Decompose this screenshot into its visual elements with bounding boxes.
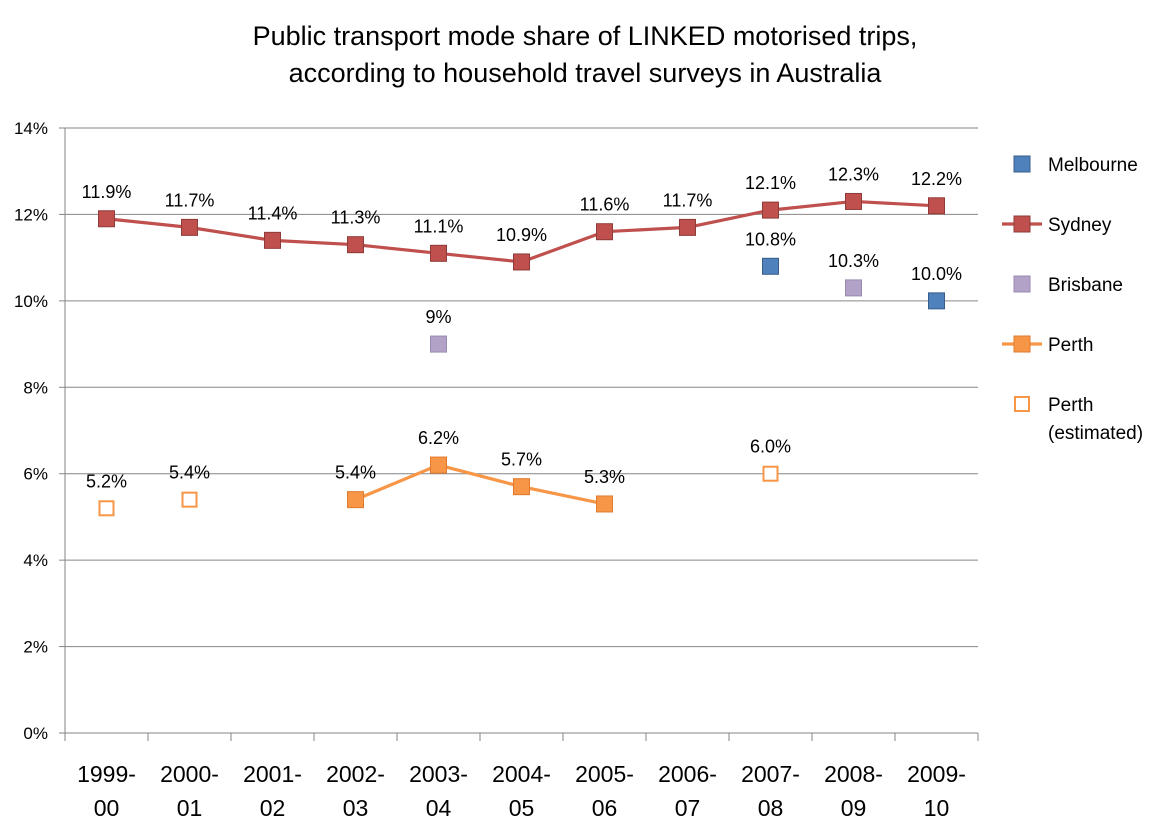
x-tick-label: 2005- [575, 761, 634, 787]
brisbane-data-label: 10.3% [828, 251, 879, 271]
legend-perth-marker [1013, 335, 1031, 353]
legend-brisbane-label: Brisbane [1048, 275, 1123, 296]
x-tick-label: 2007- [741, 761, 800, 787]
perth-estimated-point [98, 500, 115, 517]
chart-title-line-1: Public transport mode share of LINKED mo… [252, 21, 918, 51]
melbourne-data-label: 10.0% [911, 264, 962, 284]
x-tick-label: 02 [260, 795, 286, 821]
perth-point [347, 491, 364, 509]
perth-estimated-data-label: 6.0% [750, 437, 791, 457]
sydney-point [181, 218, 198, 236]
sydney-data-label: 12.2% [911, 169, 962, 189]
sydney-point [762, 201, 779, 219]
perth-point [430, 456, 447, 474]
x-tick-label: 2003- [409, 761, 468, 787]
perth-estimated-point [762, 465, 779, 482]
legend-perth-estimated-label: (estimated) [1048, 423, 1143, 444]
legend-perth-estimated-label: Perth [1048, 395, 1093, 416]
sydney-data-label: 11.7% [165, 190, 215, 210]
axes: 0% 2% 4% 6% 8% 10% 12% 14% 1999- 00 2000- 01 2001- 02… [14, 119, 979, 821]
sydney-data-label: 11.9% [82, 182, 132, 202]
x-tick-label: 10 [924, 795, 950, 821]
chart-title: Public transport mode share of LINKED mo… [140, 18, 1030, 92]
chart-title-line-2: according to household travel surveys in… [288, 58, 882, 88]
melbourne-point [762, 257, 779, 275]
sydney-data-label: 12.1% [745, 173, 796, 193]
sydney-data-label: 10.9% [496, 225, 547, 245]
x-tick-label: 2002- [326, 761, 385, 787]
sydney-data-label: 11.1% [414, 216, 464, 236]
x-tick-label: 09 [841, 795, 867, 821]
sydney-point [845, 192, 862, 210]
legend-melbourne-marker [1013, 155, 1031, 173]
x-tick-label: 05 [509, 795, 535, 821]
sydney-point [347, 236, 364, 254]
y-tick-label: 0% [23, 724, 48, 743]
x-tick-label: 2008- [824, 761, 883, 787]
brisbane-point [430, 335, 447, 353]
sydney-point [264, 231, 281, 249]
x-tick-label: 1999- [77, 761, 136, 787]
sydney-point [928, 197, 945, 215]
perth-estimated-data-label: 5.4% [169, 463, 210, 483]
sydney-point [430, 244, 447, 262]
x-tick-label: 2004- [492, 761, 551, 787]
x-tick-label: 00 [94, 795, 120, 821]
x-tick-label: 04 [426, 795, 452, 821]
perth-point [596, 495, 613, 513]
legend-sydney-marker [1013, 215, 1031, 233]
legend: Melbourne Sydney Brisbane Perth Perth (estima… [1002, 155, 1143, 444]
legend-melbourne-label: Melbourne [1048, 155, 1138, 176]
x-tick-label: 2006- [658, 761, 717, 787]
sydney-point [513, 253, 530, 271]
perth-data-label: 5.3% [584, 467, 625, 487]
perth-estimated-point [181, 491, 198, 508]
y-tick-label: 6% [23, 465, 48, 484]
x-tick-label: 2001- [243, 761, 302, 787]
y-tick-label: 4% [23, 551, 48, 570]
sydney-point [98, 210, 115, 228]
y-tick-label: 8% [23, 378, 48, 397]
brisbane-point [845, 279, 862, 297]
perth-data-label: 6.2% [418, 428, 459, 448]
x-tick-label: 08 [758, 795, 784, 821]
x-tick-label: 03 [343, 795, 369, 821]
y-tick-label: 2% [23, 638, 48, 657]
x-tick-label: 2009- [907, 761, 966, 787]
sydney-data-label: 11.7% [663, 190, 713, 210]
legend-sydney-label: Sydney [1048, 215, 1112, 236]
perth-data-label: 5.4% [335, 463, 376, 483]
gridlines [65, 127, 978, 734]
sydney-data-label: 11.3% [331, 208, 381, 228]
melbourne-point [928, 292, 945, 310]
melbourne-data-label: 10.8% [745, 229, 796, 249]
perth-line [354, 463, 605, 506]
perth-estimated-data-label: 5.2% [86, 471, 127, 491]
y-tick-label: 14% [14, 119, 48, 138]
perth-point [513, 478, 530, 496]
sydney-data-label: 12.3% [828, 164, 879, 184]
brisbane-data-label: 9% [425, 307, 451, 327]
legend-perth-label: Perth [1048, 335, 1093, 356]
x-tick-label: 2000- [160, 761, 219, 787]
legend-brisbane-marker [1013, 275, 1031, 293]
x-tick-label: 06 [592, 795, 618, 821]
data-labels: 10.8% 10.0% 11.9% 11.7% 11.4% 11.3% 11.1% 10.9%… [82, 164, 962, 491]
sydney-data-label: 11.6% [580, 195, 630, 215]
sydney-point [596, 223, 613, 241]
x-tick-label: 01 [177, 795, 203, 821]
y-tick-label: 10% [14, 292, 48, 311]
sydney-data-label: 11.4% [248, 203, 298, 223]
legend-perth-estimated-marker [1014, 396, 1030, 412]
y-tick-label: 12% [14, 205, 48, 224]
perth-data-label: 5.7% [501, 450, 542, 470]
series [98, 192, 945, 517]
x-tick-label: 07 [675, 795, 701, 821]
sydney-point [679, 218, 696, 236]
